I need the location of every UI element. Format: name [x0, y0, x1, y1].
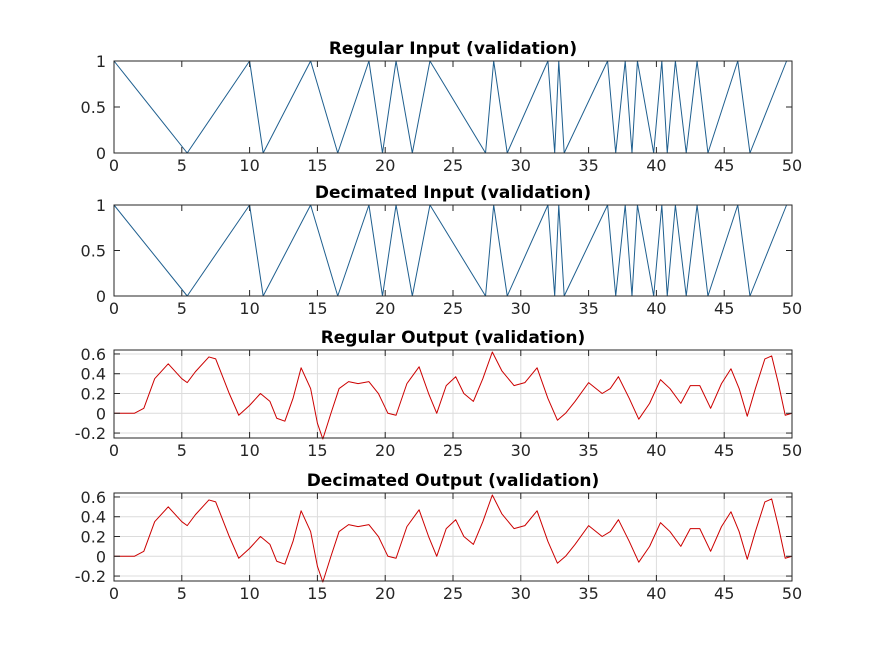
- y-tick-label: 0: [96, 404, 106, 423]
- y-tick-label: -0.2: [75, 424, 106, 443]
- series-line: [113, 204, 792, 297]
- x-tick-label: 20: [375, 299, 395, 318]
- axes-box: [113, 60, 793, 154]
- x-tick-label: 25: [443, 441, 463, 460]
- subplot-1: 0 5 10 15 20 25 30 35 40 45 50 0 0.5 1 Regular Input (…: [81, 39, 803, 175]
- subplot-title: Decimated Output (validation): [307, 471, 600, 491]
- series-line: [114, 494, 793, 583]
- x-tick-label: 0: [109, 156, 119, 175]
- y-tick-label: 0.4: [81, 508, 106, 527]
- subplot-2: 0 5 10 15 20 25 30 35 40 45 50 0 0.5 1 Decimated Input…: [81, 183, 803, 318]
- subplot-title: Regular Input (validation): [329, 39, 577, 59]
- series-line: [114, 351, 793, 440]
- x-tick-label: 15: [307, 156, 327, 175]
- x-tick-label: 35: [578, 156, 598, 175]
- subplot-3: 0 5 10 15 20 25 30 35 40 45 50-0.200.20.40.6Regula…: [75, 328, 802, 460]
- x-tick-label: 45: [714, 156, 734, 175]
- x-tick-label: 0: [109, 584, 119, 603]
- x-tick-label: 30: [511, 299, 531, 318]
- x-tick-label: 40: [646, 156, 666, 175]
- axes-box: [113, 204, 793, 297]
- x-tick-label: 40: [646, 441, 666, 460]
- x-tick-label: 50: [782, 584, 802, 603]
- x-tick-label: 35: [578, 441, 598, 460]
- subplot-4: 0 5 10 15 20 25 30 35 40 45 50-0.200.20.40.6Decima…: [75, 471, 802, 603]
- x-tick-label: 30: [511, 584, 531, 603]
- x-tick-label: 20: [375, 441, 395, 460]
- series-line: [113, 60, 792, 154]
- x-tick-label: 10: [239, 156, 259, 175]
- y-tick-label: 0.6: [81, 488, 106, 507]
- x-tick-label: 10: [239, 584, 259, 603]
- x-tick-label: 20: [375, 156, 395, 175]
- x-tick-label: 10: [239, 441, 259, 460]
- x-tick-label: 10: [239, 299, 259, 318]
- x-tick-label: 25: [443, 299, 463, 318]
- x-tick-label: 5: [177, 441, 187, 460]
- x-tick-label: 30: [511, 156, 531, 175]
- x-tick-label: 25: [443, 156, 463, 175]
- x-tick-label: 45: [714, 299, 734, 318]
- x-tick-label: 30: [511, 441, 531, 460]
- y-tick-label: 0: [96, 144, 106, 163]
- x-tick-label: 50: [782, 156, 802, 175]
- x-tick-label: 45: [714, 584, 734, 603]
- x-tick-label: 40: [646, 584, 666, 603]
- y-tick-label: -0.2: [75, 567, 106, 586]
- y-tick-label: 0.5: [81, 242, 106, 261]
- y-tick-label: 1: [96, 52, 106, 71]
- x-tick-label: 5: [177, 584, 187, 603]
- x-tick-label: 50: [782, 299, 802, 318]
- y-tick-label: 0.2: [81, 385, 106, 404]
- x-tick-label: 25: [443, 584, 463, 603]
- x-tick-label: 35: [578, 299, 598, 318]
- y-tick-label: 1: [96, 196, 106, 215]
- x-tick-label: 50: [782, 441, 802, 460]
- x-tick-label: 35: [578, 584, 598, 603]
- x-tick-label: 20: [375, 584, 395, 603]
- x-tick-label: 40: [646, 299, 666, 318]
- y-tick-label: 0.6: [81, 345, 106, 364]
- y-tick-label: 0.5: [81, 98, 106, 117]
- x-tick-label: 5: [177, 299, 187, 318]
- x-tick-label: 5: [177, 156, 187, 175]
- x-tick-label: 15: [307, 584, 327, 603]
- x-tick-label: 15: [307, 299, 327, 318]
- x-tick-label: 15: [307, 441, 327, 460]
- y-tick-label: 0.2: [81, 528, 106, 547]
- y-tick-label: 0.4: [81, 365, 106, 384]
- x-tick-label: 0: [109, 299, 119, 318]
- y-tick-label: 0: [96, 547, 106, 566]
- y-tick-label: 0: [96, 287, 106, 306]
- x-tick-label: 0: [109, 441, 119, 460]
- subplot-title: Regular Output (validation): [321, 328, 586, 348]
- subplot-title: Decimated Input (validation): [315, 183, 591, 203]
- x-tick-label: 45: [714, 441, 734, 460]
